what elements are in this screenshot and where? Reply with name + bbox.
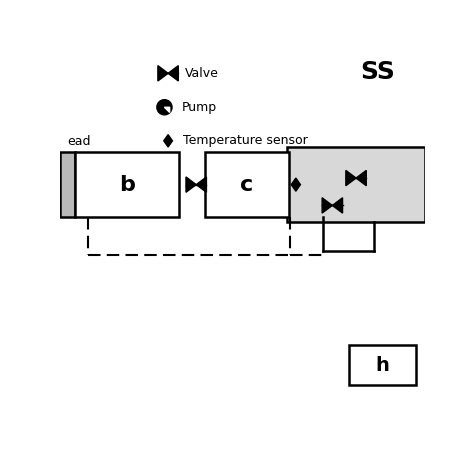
Text: Pump: Pump <box>182 101 217 114</box>
Circle shape <box>157 100 172 115</box>
Polygon shape <box>322 198 332 213</box>
Text: c: c <box>240 174 253 195</box>
Text: Temperature sensor: Temperature sensor <box>182 134 308 147</box>
Text: SS: SS <box>361 60 395 84</box>
Polygon shape <box>164 135 173 147</box>
Bar <box>61 152 75 218</box>
Bar <box>287 147 425 222</box>
Text: Valve: Valve <box>184 67 219 80</box>
Text: ead: ead <box>67 135 91 148</box>
Text: h: h <box>375 356 390 375</box>
Polygon shape <box>186 177 196 192</box>
Bar <box>349 345 416 385</box>
Polygon shape <box>356 170 366 186</box>
Polygon shape <box>158 65 168 81</box>
Text: b: b <box>119 174 135 195</box>
Polygon shape <box>291 178 301 191</box>
Polygon shape <box>196 177 206 192</box>
Bar <box>205 152 289 218</box>
Bar <box>75 152 179 218</box>
Polygon shape <box>168 65 178 81</box>
Polygon shape <box>164 107 170 112</box>
Polygon shape <box>346 170 356 186</box>
Polygon shape <box>332 198 343 213</box>
